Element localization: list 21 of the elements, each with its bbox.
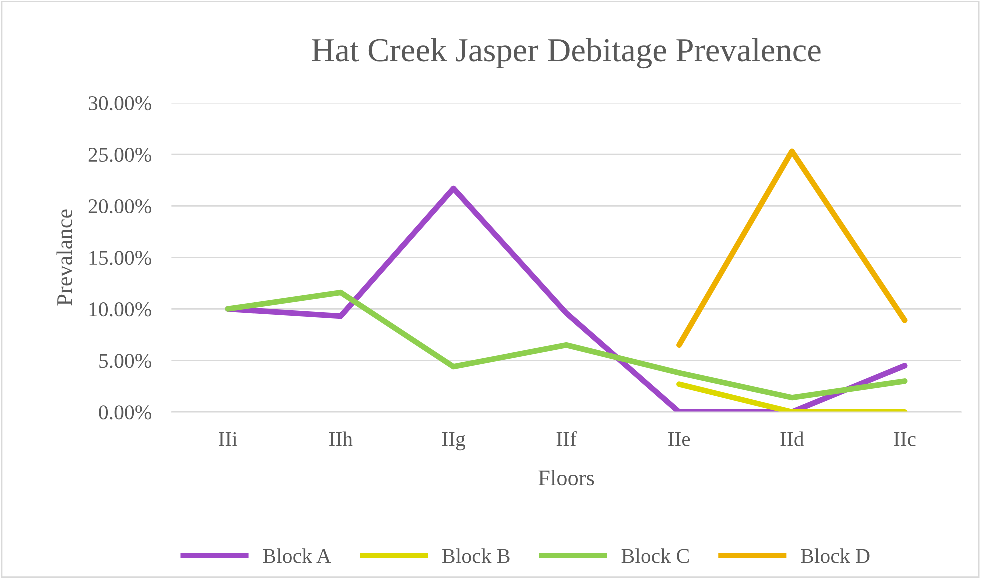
y-tick-label: 20.00% (88, 200, 152, 214)
x-tick-label: IIh (330, 432, 353, 446)
legend-label: Block A (263, 548, 332, 564)
chart-title: Hat Creek Jasper Debitage Prevalence (312, 38, 821, 69)
y-axis-title: Prevalance (56, 210, 72, 306)
x-tick-label: IIi (219, 432, 238, 446)
y-tick-label: 25.00% (88, 148, 152, 162)
x-tick-label: IIg (442, 432, 466, 451)
x-tick-label: IId (780, 432, 804, 446)
x-tick-label: IIc (894, 432, 916, 446)
x-axis-title: Floors (538, 470, 594, 486)
x-tick-label: IIf (556, 431, 577, 446)
legend-label: Block B (442, 548, 510, 564)
y-tick-label: 15.00% (90, 251, 152, 266)
y-tick-label: 30.00% (89, 96, 152, 111)
x-tick-label: IIe (668, 432, 690, 446)
y-tick-label: 5.00% (100, 354, 152, 368)
y-tick-label: 0.00% (99, 406, 152, 420)
legend-label: Block C (622, 548, 689, 564)
y-tick-label: 10.00% (90, 302, 152, 317)
legend-label: Block D (801, 548, 870, 564)
